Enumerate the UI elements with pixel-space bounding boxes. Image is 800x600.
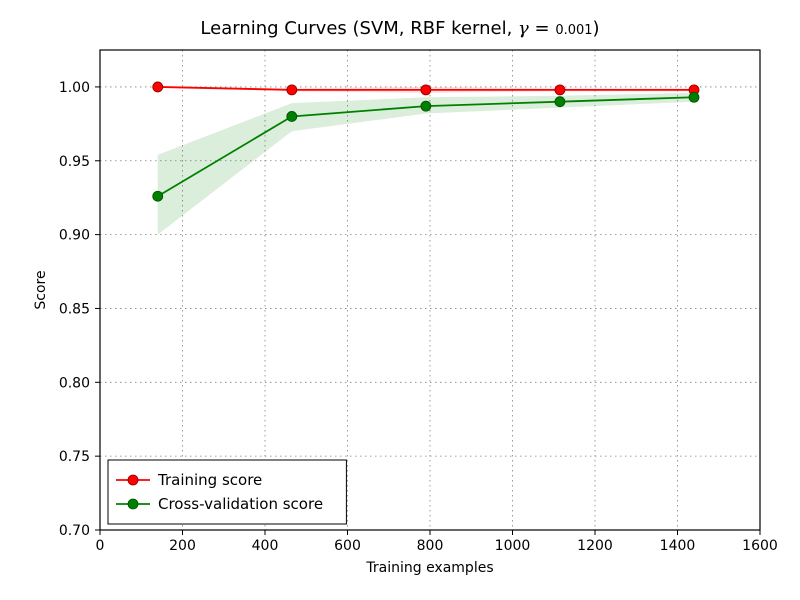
xtick-label: 800 [417, 538, 444, 554]
ytick-label: 0.70 [59, 523, 90, 539]
series-marker-0 [421, 85, 431, 95]
series-marker-1 [287, 111, 297, 121]
series-marker-0 [555, 85, 565, 95]
chart-container: Learning Curves (SVM, RBF kernel, γ = 0.… [0, 0, 800, 600]
xtick-label: 400 [252, 538, 279, 554]
legend-label-1: Cross-validation score [158, 495, 323, 513]
series-marker-1 [555, 97, 565, 107]
series-marker-0 [287, 85, 297, 95]
ytick-label: 0.95 [59, 154, 90, 170]
xtick-label: 1600 [742, 538, 778, 554]
series-marker-1 [689, 92, 699, 102]
legend-marker-1 [128, 499, 138, 509]
x-axis-label: Training examples [365, 560, 493, 576]
ytick-label: 0.80 [59, 375, 90, 391]
xtick-label: 1400 [660, 538, 696, 554]
series-marker-0 [153, 82, 163, 92]
xtick-label: 600 [334, 538, 361, 554]
ytick-label: 1.00 [59, 80, 90, 96]
ytick-label: 0.90 [59, 228, 90, 244]
series-marker-1 [421, 101, 431, 111]
ytick-label: 0.75 [59, 449, 90, 465]
xtick-label: 1200 [577, 538, 613, 554]
ytick-label: 0.85 [59, 301, 90, 317]
xtick-label: 0 [96, 538, 105, 554]
xtick-label: 1000 [495, 538, 531, 554]
legend-label-0: Training score [157, 471, 262, 489]
legend-frame [108, 460, 346, 524]
legend-marker-0 [128, 475, 138, 485]
xtick-label: 200 [169, 538, 196, 554]
plot-svg: 0 200 400 600 800 1000 1200 1400 1600 0.70 0.75 0.8… [0, 0, 800, 600]
series-marker-1 [153, 191, 163, 201]
y-axis-label: Score [33, 270, 49, 309]
